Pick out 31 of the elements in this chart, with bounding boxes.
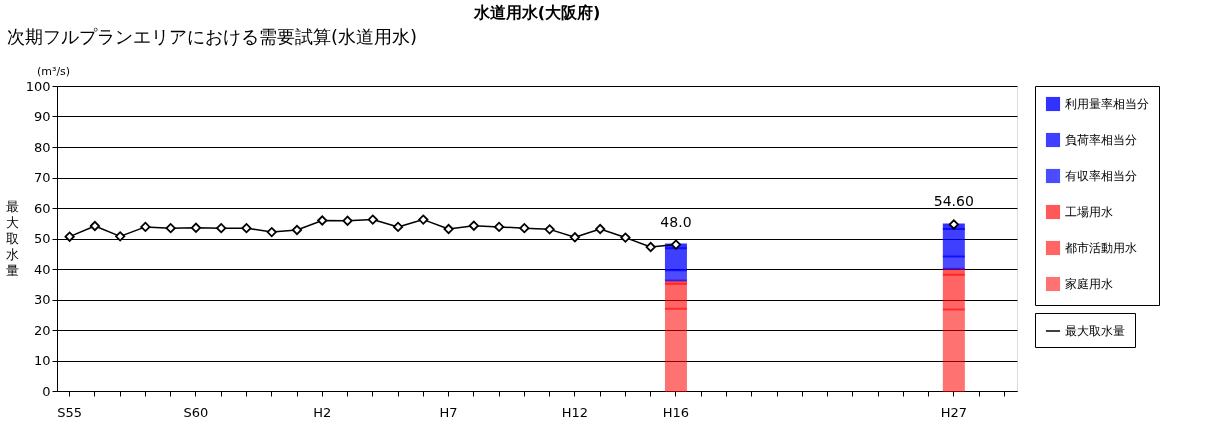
y-tick-label: 80 — [33, 139, 51, 155]
data-label: 54.60 — [933, 193, 974, 210]
x-tick-label: H2 — [313, 404, 332, 420]
x-tick-label: H7 — [439, 404, 458, 420]
text: (m³/s) — [37, 65, 71, 78]
text: 次期フルプランエリアにおける需要試算(水道用水) — [7, 26, 418, 47]
legend-label: 利用量率相当分 — [1065, 97, 1149, 111]
x-tick-label: H27 — [940, 404, 968, 420]
x-tick-label: H12 — [561, 404, 589, 420]
x-tick-label: H16 — [662, 404, 690, 420]
y-axis-title: 最大取水量 — [6, 199, 19, 278]
x-tick-label: S60 — [183, 404, 209, 420]
y-tick-label: 100 — [25, 78, 51, 94]
y-tick-label: 40 — [33, 261, 51, 277]
legend-label: 負荷率相当分 — [1065, 133, 1137, 147]
legend-label: 家庭用水 — [1065, 277, 1113, 291]
y-tick-label: 50 — [33, 231, 51, 246]
x-tick-label: S55 — [57, 404, 83, 420]
y-tick-label: 60 — [33, 200, 51, 216]
y-tick-label: 10 — [33, 353, 51, 368]
y-tick-label: 90 — [33, 109, 51, 124]
legend-label: 工場用水 — [1065, 205, 1113, 219]
legend-label: 最大取水量 — [1065, 324, 1125, 338]
legend-label: 有収率相当分 — [1065, 169, 1137, 183]
chart-title: 水道用水(大阪府) — [472, 3, 601, 22]
y-tick-label: 0 — [42, 383, 51, 399]
legend-label: 都市活動用水 — [1065, 241, 1137, 255]
y-tick-label: 20 — [33, 322, 51, 338]
y-tick-label: 70 — [33, 170, 51, 185]
data-label: 48.0 — [660, 213, 692, 230]
y-tick-label: 30 — [33, 292, 51, 307]
